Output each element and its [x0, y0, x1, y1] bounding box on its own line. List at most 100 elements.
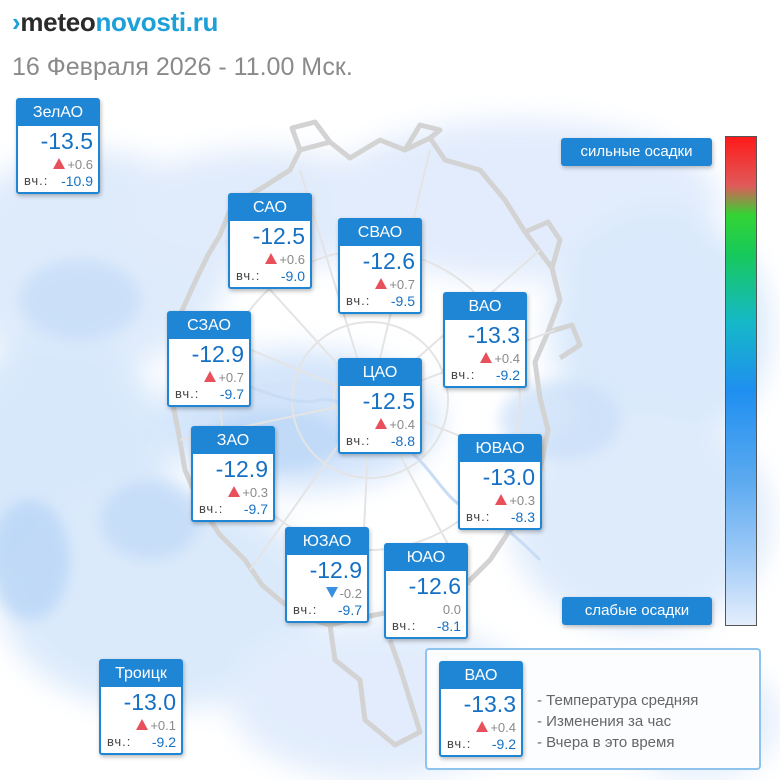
- district-card-cao[interactable]: ЦАО -12.5 +0.4 вч.: -8.8: [338, 358, 422, 454]
- hourly-change: -0.2: [325, 586, 362, 602]
- yesterday-row: вч.: -9.0: [236, 268, 305, 284]
- district-name: ЮЗАО: [287, 529, 367, 555]
- district-name: СЗАО: [169, 313, 249, 339]
- legend-yesterday-line: - Вчера в это время: [537, 734, 675, 751]
- avg-temperature: -12.6: [362, 248, 415, 274]
- district-card-yuao[interactable]: ЮАО -12.6 0.0 вч.: -8.1: [384, 543, 468, 639]
- yesterday-temperature: -9.5: [390, 293, 415, 309]
- brand-name-dark: meteo: [20, 7, 96, 37]
- avg-temperature: -13.3: [467, 322, 520, 348]
- yesterday-row: вч.: -9.2: [107, 734, 176, 750]
- legend-box: ВАО -13.3 +0.4 вч.: -9.2 - Температура ср…: [425, 648, 761, 770]
- yesterday-temperature: -9.7: [243, 501, 268, 517]
- district-name: ЗАО: [193, 428, 273, 454]
- legend-temperature-line: - Температура средняя: [537, 692, 699, 709]
- legend-explanations: - Температура средняя - Изменения за час…: [537, 690, 698, 753]
- yesterday-label: вч.:: [199, 501, 224, 516]
- district-card-yuvao[interactable]: ЮВАО -13.0 +0.3 вч.: -8.3: [458, 434, 542, 530]
- legend-change-line: - Изменения за час: [537, 713, 672, 730]
- district-card-zao[interactable]: ЗАО -12.9 +0.3 вч.: -9.7: [191, 426, 275, 522]
- district-name: Троицк: [101, 661, 181, 687]
- district-card-vao[interactable]: ВАО -13.3 +0.4 вч.: -9.2: [443, 292, 527, 388]
- district-card-zelao[interactable]: ЗелАО -13.5 +0.6 вч.: -10.9: [16, 98, 100, 194]
- brand-name-light: novosti.ru: [95, 7, 219, 37]
- hourly-change: +0.3: [228, 485, 268, 501]
- district-card-szao[interactable]: СЗАО -12.9 +0.7 вч.: -9.7: [167, 311, 251, 407]
- hourly-change: +0.7: [375, 277, 415, 293]
- district-name: ЮАО: [386, 545, 466, 571]
- district-card-svao[interactable]: СВАО -12.6 +0.7 вч.: -9.5: [338, 218, 422, 314]
- yesterday-row: вч.: -8.3: [466, 509, 535, 525]
- scale-label-light: слабые осадки: [562, 597, 712, 625]
- trend-up-icon: [204, 371, 217, 382]
- avg-temperature: -13.3: [463, 691, 516, 717]
- yesterday-temperature: -8.3: [510, 509, 535, 525]
- yesterday-row: вч.: -8.1: [392, 618, 461, 634]
- legend-sample-card: ВАО -13.3 +0.4 вч.: -9.2: [439, 661, 523, 757]
- avg-temperature: -12.5: [252, 223, 305, 249]
- yesterday-label: вч.:: [236, 268, 261, 283]
- brand-mark: ›: [12, 7, 21, 37]
- district-name: СВАО: [340, 220, 420, 246]
- precipitation-scale-bar: [725, 136, 757, 626]
- district-name: ВАО: [441, 663, 521, 689]
- yesterday-label: вч.:: [346, 433, 371, 448]
- yesterday-temperature: -9.7: [337, 602, 362, 618]
- avg-temperature: -12.6: [408, 573, 461, 599]
- avg-temperature: -12.9: [191, 341, 244, 367]
- yesterday-temperature: -8.1: [436, 618, 461, 634]
- yesterday-label: вч.:: [451, 367, 476, 382]
- district-name: ЮВАО: [460, 436, 540, 462]
- yesterday-label: вч.:: [293, 602, 318, 617]
- avg-temperature: -12.9: [215, 456, 268, 482]
- trend-up-icon: [375, 278, 388, 289]
- avg-temperature: -12.5: [362, 388, 415, 414]
- yesterday-row: вч.: -9.7: [199, 501, 268, 517]
- hourly-change: +0.3: [495, 493, 535, 509]
- hourly-change: +0.6: [265, 252, 305, 268]
- trend-up-icon: [265, 253, 278, 264]
- yesterday-row: вч.: -9.2: [451, 367, 520, 383]
- yesterday-row: вч.: -8.8: [346, 433, 415, 449]
- yesterday-temperature: -9.2: [491, 736, 516, 752]
- trend-up-icon: [476, 721, 489, 732]
- hourly-change: +0.4: [480, 351, 520, 367]
- yesterday-temperature: -9.2: [495, 367, 520, 383]
- district-card-yuzao[interactable]: ЮЗАО -12.9 -0.2 вч.: -9.7: [285, 527, 369, 623]
- yesterday-label: вч.:: [447, 736, 472, 751]
- hourly-change: +0.7: [204, 370, 244, 386]
- precipitation-core: [0, 260, 620, 620]
- yesterday-label: вч.:: [24, 173, 49, 188]
- yesterday-label: вч.:: [175, 386, 200, 401]
- yesterday-row: вч.: -10.9: [24, 173, 93, 189]
- trend-down-icon: [325, 587, 338, 598]
- avg-temperature: -13.0: [123, 689, 176, 715]
- trend-up-icon: [53, 158, 66, 169]
- avg-temperature: -13.0: [482, 464, 535, 490]
- yesterday-label: вч.:: [107, 734, 132, 749]
- hourly-change: +0.4: [375, 417, 415, 433]
- avg-temperature: -13.5: [40, 128, 93, 154]
- yesterday-label: вч.:: [466, 509, 491, 524]
- yesterday-temperature: -10.9: [61, 173, 93, 189]
- yesterday-temperature: -9.7: [219, 386, 244, 402]
- district-name: ЦАО: [340, 360, 420, 386]
- yesterday-temperature: -9.2: [151, 734, 176, 750]
- district-card-troitsk[interactable]: Троицк -13.0 +0.1 вч.: -9.2: [99, 659, 183, 755]
- yesterday-temperature: -9.0: [280, 268, 305, 284]
- avg-temperature: -12.9: [309, 557, 362, 583]
- trend-up-icon: [375, 418, 388, 429]
- yesterday-row: вч.: -9.2: [447, 736, 516, 752]
- brand-logo[interactable]: ›meteonovosti.ru: [12, 6, 218, 38]
- trend-up-icon: [495, 494, 508, 505]
- district-card-sao[interactable]: САО -12.5 +0.6 вч.: -9.0: [228, 193, 312, 289]
- district-name: ВАО: [445, 294, 525, 320]
- yesterday-temperature: -8.8: [390, 433, 415, 449]
- hourly-change: +0.6: [53, 157, 93, 173]
- yesterday-row: вч.: -9.5: [346, 293, 415, 309]
- yesterday-label: вч.:: [392, 618, 417, 633]
- scale-label-heavy: сильные осадки: [561, 138, 712, 166]
- trend-up-icon: [480, 352, 493, 363]
- hourly-change: +0.1: [136, 718, 176, 734]
- yesterday-row: вч.: -9.7: [175, 386, 244, 402]
